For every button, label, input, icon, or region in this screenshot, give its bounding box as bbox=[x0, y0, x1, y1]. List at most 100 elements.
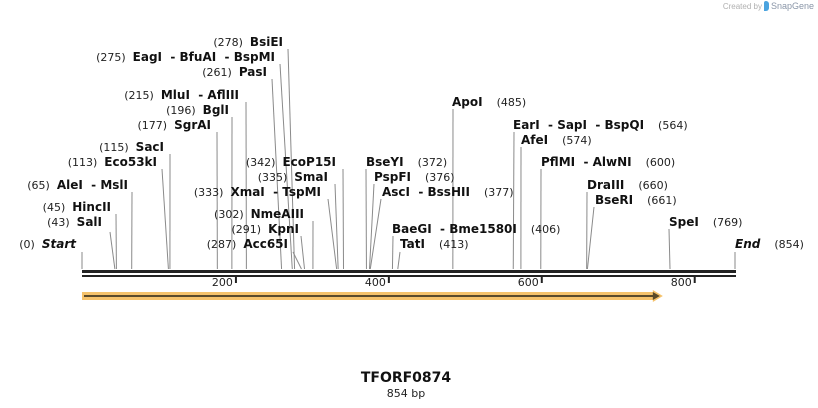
site-label-pspfi[interactable]: PspFI (376) bbox=[374, 170, 455, 184]
site-connector-line bbox=[109, 231, 116, 270]
enzyme-name: PasI bbox=[239, 65, 267, 79]
site-connector-line bbox=[271, 78, 283, 270]
site-label-bgli[interactable]: (196) BglI bbox=[166, 103, 229, 117]
tick-mark bbox=[540, 276, 543, 283]
site-label-tati[interactable]: TatI (413) bbox=[400, 237, 469, 251]
orf-feature-arrow[interactable] bbox=[82, 290, 663, 302]
enzyme-name: DraIII bbox=[587, 178, 624, 192]
site-eagi[interactable] bbox=[279, 63, 293, 270]
site-label-smai[interactable]: (335) SmaI bbox=[258, 170, 328, 184]
site-label-bsiei[interactable]: (278) BsiEI bbox=[213, 35, 283, 49]
cut-position: (564) bbox=[658, 119, 688, 132]
enzyme-name: BsiEI bbox=[250, 35, 283, 49]
site-label-start[interactable]: (0) Start bbox=[19, 237, 77, 251]
cut-position: (574) bbox=[562, 134, 592, 147]
enzyme-name: EagI - BfuAI - BspMI bbox=[133, 50, 275, 64]
cut-position: (196) bbox=[166, 104, 196, 117]
site-label-end[interactable]: End (854) bbox=[735, 237, 804, 251]
site-connector-line bbox=[287, 48, 296, 270]
enzyme-name: AscI - BssHII bbox=[382, 185, 470, 199]
site-label-baegi[interactable]: BaeGI - Bme1580I (406) bbox=[392, 222, 560, 236]
site-connector-line bbox=[292, 251, 302, 270]
cut-position: (261) bbox=[202, 66, 232, 79]
backbone-bottom-strand bbox=[82, 275, 736, 277]
feature-line bbox=[84, 295, 655, 297]
site-label-nmeaiii[interactable]: (302) NmeAIII bbox=[214, 207, 304, 221]
site-label-eagi[interactable]: (275) EagI - BfuAI - BspMI bbox=[96, 50, 275, 64]
site-baegi[interactable] bbox=[391, 235, 394, 270]
cut-position: (45) bbox=[43, 201, 66, 214]
site-label-eco53ki[interactable]: (113) Eco53kI bbox=[68, 155, 157, 169]
cut-position: (278) bbox=[213, 36, 243, 49]
site-smai[interactable] bbox=[334, 183, 339, 270]
site-label-hincii[interactable]: (45) HincII bbox=[43, 200, 111, 214]
site-label-saci[interactable]: (115) SacI bbox=[99, 140, 164, 154]
site-spei[interactable] bbox=[668, 228, 671, 270]
site-label-alei-msli[interactable]: (65) AleI - MslI bbox=[27, 178, 128, 192]
cut-position: (342) bbox=[246, 156, 276, 169]
site-acc65i[interactable] bbox=[292, 251, 302, 270]
site-label-draiii[interactable]: DraIII (660) bbox=[587, 178, 668, 192]
tick-mark bbox=[693, 276, 696, 283]
site-label-afei[interactable]: AfeI (574) bbox=[521, 133, 592, 147]
site-tati[interactable] bbox=[397, 251, 401, 270]
enzyme-name: Acc65I bbox=[243, 237, 288, 251]
site-bsiei[interactable] bbox=[287, 48, 296, 270]
site-label-mlui-afliii[interactable]: (215) MluI - AflIII bbox=[124, 88, 239, 102]
ruler-ticks: 200 400 600 800 bbox=[212, 276, 696, 289]
site-label-apoi[interactable]: ApoI (485) bbox=[452, 95, 526, 109]
enzyme-name: BseYI bbox=[366, 155, 404, 169]
site-label-sali[interactable]: (43) SalI bbox=[47, 215, 102, 229]
enzyme-name: SmaI bbox=[294, 170, 328, 184]
site-asci-bsshii[interactable] bbox=[369, 198, 382, 270]
site-label-asci-bsshii[interactable]: AscI - BssHII (377) bbox=[382, 185, 514, 199]
site-label-xmai-tspmi[interactable]: (333) XmaI - TspMI bbox=[194, 185, 321, 199]
site-eari[interactable] bbox=[512, 131, 515, 270]
snapgene-credit: Created by SnapGene bbox=[723, 1, 814, 11]
site-label-kpni[interactable]: (291) KpnI bbox=[232, 222, 300, 236]
site-label-spei[interactable]: SpeI (769) bbox=[669, 215, 742, 229]
cut-position: (485) bbox=[497, 96, 527, 109]
site-ecop15i[interactable] bbox=[342, 168, 345, 270]
cut-position: (406) bbox=[531, 223, 561, 236]
enzyme-name: End bbox=[735, 237, 761, 251]
site-xmai-tspmi[interactable] bbox=[327, 198, 338, 270]
site-pasi[interactable] bbox=[271, 78, 283, 270]
site-label-ecop15i[interactable]: (342) EcoP15I bbox=[246, 155, 336, 169]
dna-backbone[interactable] bbox=[82, 270, 736, 277]
cut-position: (115) bbox=[99, 141, 129, 154]
site-label-bseri[interactable]: BseRI (661) bbox=[595, 193, 677, 207]
site-connector-line bbox=[327, 198, 338, 270]
site-label-acc65i[interactable]: (287) Acc65I bbox=[207, 237, 288, 251]
site-pspfi[interactable] bbox=[369, 183, 375, 270]
cut-position: (65) bbox=[27, 179, 50, 192]
backbone-top-strand bbox=[82, 270, 736, 273]
site-connector-line bbox=[397, 251, 401, 270]
site-kpni[interactable] bbox=[300, 235, 306, 270]
cut-position: (372) bbox=[418, 156, 448, 169]
enzyme-name: EcoP15I bbox=[282, 155, 336, 169]
cut-position: (377) bbox=[484, 186, 514, 199]
enzyme-name: TatI bbox=[400, 237, 425, 251]
site-connector-line bbox=[586, 206, 595, 270]
site-connector-line bbox=[512, 131, 515, 270]
credit-prefix: Created by bbox=[722, 1, 762, 11]
cut-position: (0) bbox=[19, 238, 35, 251]
cut-position: (287) bbox=[207, 238, 237, 251]
site-bseri[interactable] bbox=[586, 206, 595, 270]
cut-position: (43) bbox=[47, 216, 70, 229]
site-connector-line bbox=[668, 228, 671, 270]
site-label-eari[interactable]: EarI - SapI - BspQI (564) bbox=[513, 118, 688, 132]
site-sali[interactable] bbox=[109, 231, 116, 270]
site-label-sgrai[interactable]: (177) SgrAI bbox=[138, 118, 212, 132]
site-label-bseyi[interactable]: BseYI (372) bbox=[366, 155, 447, 169]
site-label-pflmi-alwni[interactable]: PflMI - AlwNI (600) bbox=[541, 155, 675, 169]
cut-position: (302) bbox=[214, 208, 244, 221]
site-connector-line bbox=[342, 168, 345, 270]
site-label-pasi[interactable]: (261) PasI bbox=[202, 65, 267, 79]
cut-position: (660) bbox=[638, 179, 668, 192]
cut-position: (376) bbox=[425, 171, 455, 184]
cut-position: (854) bbox=[774, 238, 804, 251]
site-eco53ki[interactable] bbox=[161, 168, 169, 270]
site-connector-line bbox=[161, 168, 169, 270]
